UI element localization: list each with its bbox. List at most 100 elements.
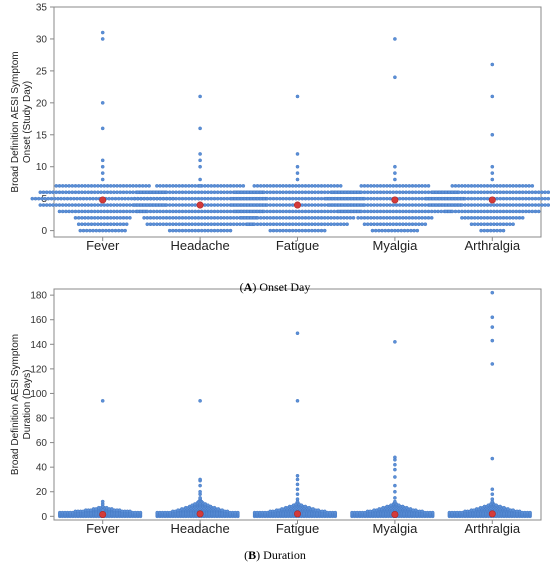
data-point bbox=[164, 216, 169, 220]
data-point bbox=[335, 216, 340, 220]
data-point bbox=[300, 196, 305, 201]
data-point bbox=[231, 184, 236, 188]
data-point bbox=[511, 222, 515, 227]
data-point bbox=[183, 203, 188, 207]
data-point bbox=[164, 196, 169, 201]
data-point bbox=[349, 190, 354, 195]
data-point bbox=[413, 184, 418, 188]
data-point bbox=[417, 216, 421, 220]
y-tick-label: 25 bbox=[36, 66, 48, 77]
data-point bbox=[498, 196, 503, 201]
data-point bbox=[476, 203, 480, 207]
data-point bbox=[215, 222, 220, 227]
data-point bbox=[417, 209, 421, 214]
data-point bbox=[199, 196, 204, 201]
data-point bbox=[135, 203, 140, 207]
data-point bbox=[115, 209, 119, 214]
data-point bbox=[504, 190, 509, 195]
data-point bbox=[151, 209, 156, 214]
data-point bbox=[424, 196, 429, 201]
data-point bbox=[89, 216, 94, 220]
data-point bbox=[437, 203, 442, 207]
data-point bbox=[401, 222, 405, 227]
data-point bbox=[290, 228, 295, 233]
data-point bbox=[238, 184, 242, 188]
data-point bbox=[369, 190, 373, 195]
data-point bbox=[268, 196, 273, 201]
data-point bbox=[177, 216, 182, 220]
data-point bbox=[413, 196, 418, 201]
data-point bbox=[271, 216, 276, 220]
outlier-point bbox=[490, 492, 495, 496]
data-point bbox=[353, 209, 357, 214]
data-point bbox=[463, 209, 467, 214]
data-point bbox=[212, 190, 217, 195]
data-point bbox=[94, 228, 99, 233]
data-point bbox=[171, 203, 175, 207]
mean-marker bbox=[488, 196, 496, 204]
data-point bbox=[345, 216, 349, 220]
data-point bbox=[479, 209, 483, 214]
data-point bbox=[199, 222, 204, 227]
data-point bbox=[479, 184, 483, 188]
data-point bbox=[517, 209, 522, 214]
data-point bbox=[404, 184, 408, 188]
data-point bbox=[372, 222, 376, 227]
data-point bbox=[517, 190, 522, 195]
data-point bbox=[508, 209, 512, 214]
data-point bbox=[209, 228, 214, 233]
data-point bbox=[222, 184, 226, 188]
data-point bbox=[105, 216, 110, 220]
data-point bbox=[466, 209, 471, 214]
data-point bbox=[417, 203, 421, 207]
data-point bbox=[110, 228, 115, 233]
data-point bbox=[479, 196, 483, 201]
data-point bbox=[258, 196, 263, 201]
data-point bbox=[70, 190, 75, 195]
data-point bbox=[281, 228, 285, 233]
outlier-point bbox=[100, 499, 105, 504]
data-point bbox=[517, 216, 522, 220]
data-point bbox=[102, 216, 107, 220]
data-point bbox=[96, 190, 100, 195]
data-point bbox=[180, 216, 185, 220]
data-point bbox=[281, 184, 285, 188]
data-point bbox=[233, 203, 237, 207]
data-point bbox=[271, 203, 276, 207]
data-point bbox=[356, 203, 360, 207]
data-point bbox=[76, 222, 81, 227]
data-point bbox=[177, 228, 182, 233]
data-point bbox=[365, 216, 370, 220]
data-point bbox=[453, 203, 458, 207]
data-point bbox=[338, 216, 343, 220]
data-point bbox=[287, 228, 292, 233]
data-point bbox=[482, 216, 487, 220]
data-point bbox=[501, 203, 506, 207]
data-point bbox=[99, 190, 103, 195]
data-point bbox=[33, 196, 38, 201]
data-point bbox=[319, 184, 324, 188]
data-point bbox=[48, 190, 52, 195]
data-point bbox=[378, 184, 383, 188]
data-point bbox=[335, 184, 340, 188]
data-point bbox=[530, 196, 535, 201]
data-point bbox=[423, 184, 428, 188]
series-fatigue bbox=[252, 331, 338, 519]
data-point bbox=[409, 228, 413, 233]
data-point bbox=[187, 203, 191, 207]
data-point bbox=[488, 222, 493, 227]
data-point bbox=[362, 196, 367, 201]
data-point bbox=[332, 209, 337, 214]
data-point bbox=[145, 209, 150, 214]
data-point bbox=[369, 196, 373, 201]
data-point bbox=[303, 190, 308, 195]
data-point bbox=[174, 222, 178, 227]
data-point bbox=[132, 196, 137, 201]
data-point bbox=[246, 203, 250, 207]
data-point bbox=[408, 507, 413, 511]
data-point bbox=[167, 203, 172, 207]
data-point bbox=[294, 228, 298, 233]
data-point bbox=[504, 216, 509, 220]
data-point bbox=[439, 209, 444, 214]
data-point bbox=[420, 222, 424, 227]
